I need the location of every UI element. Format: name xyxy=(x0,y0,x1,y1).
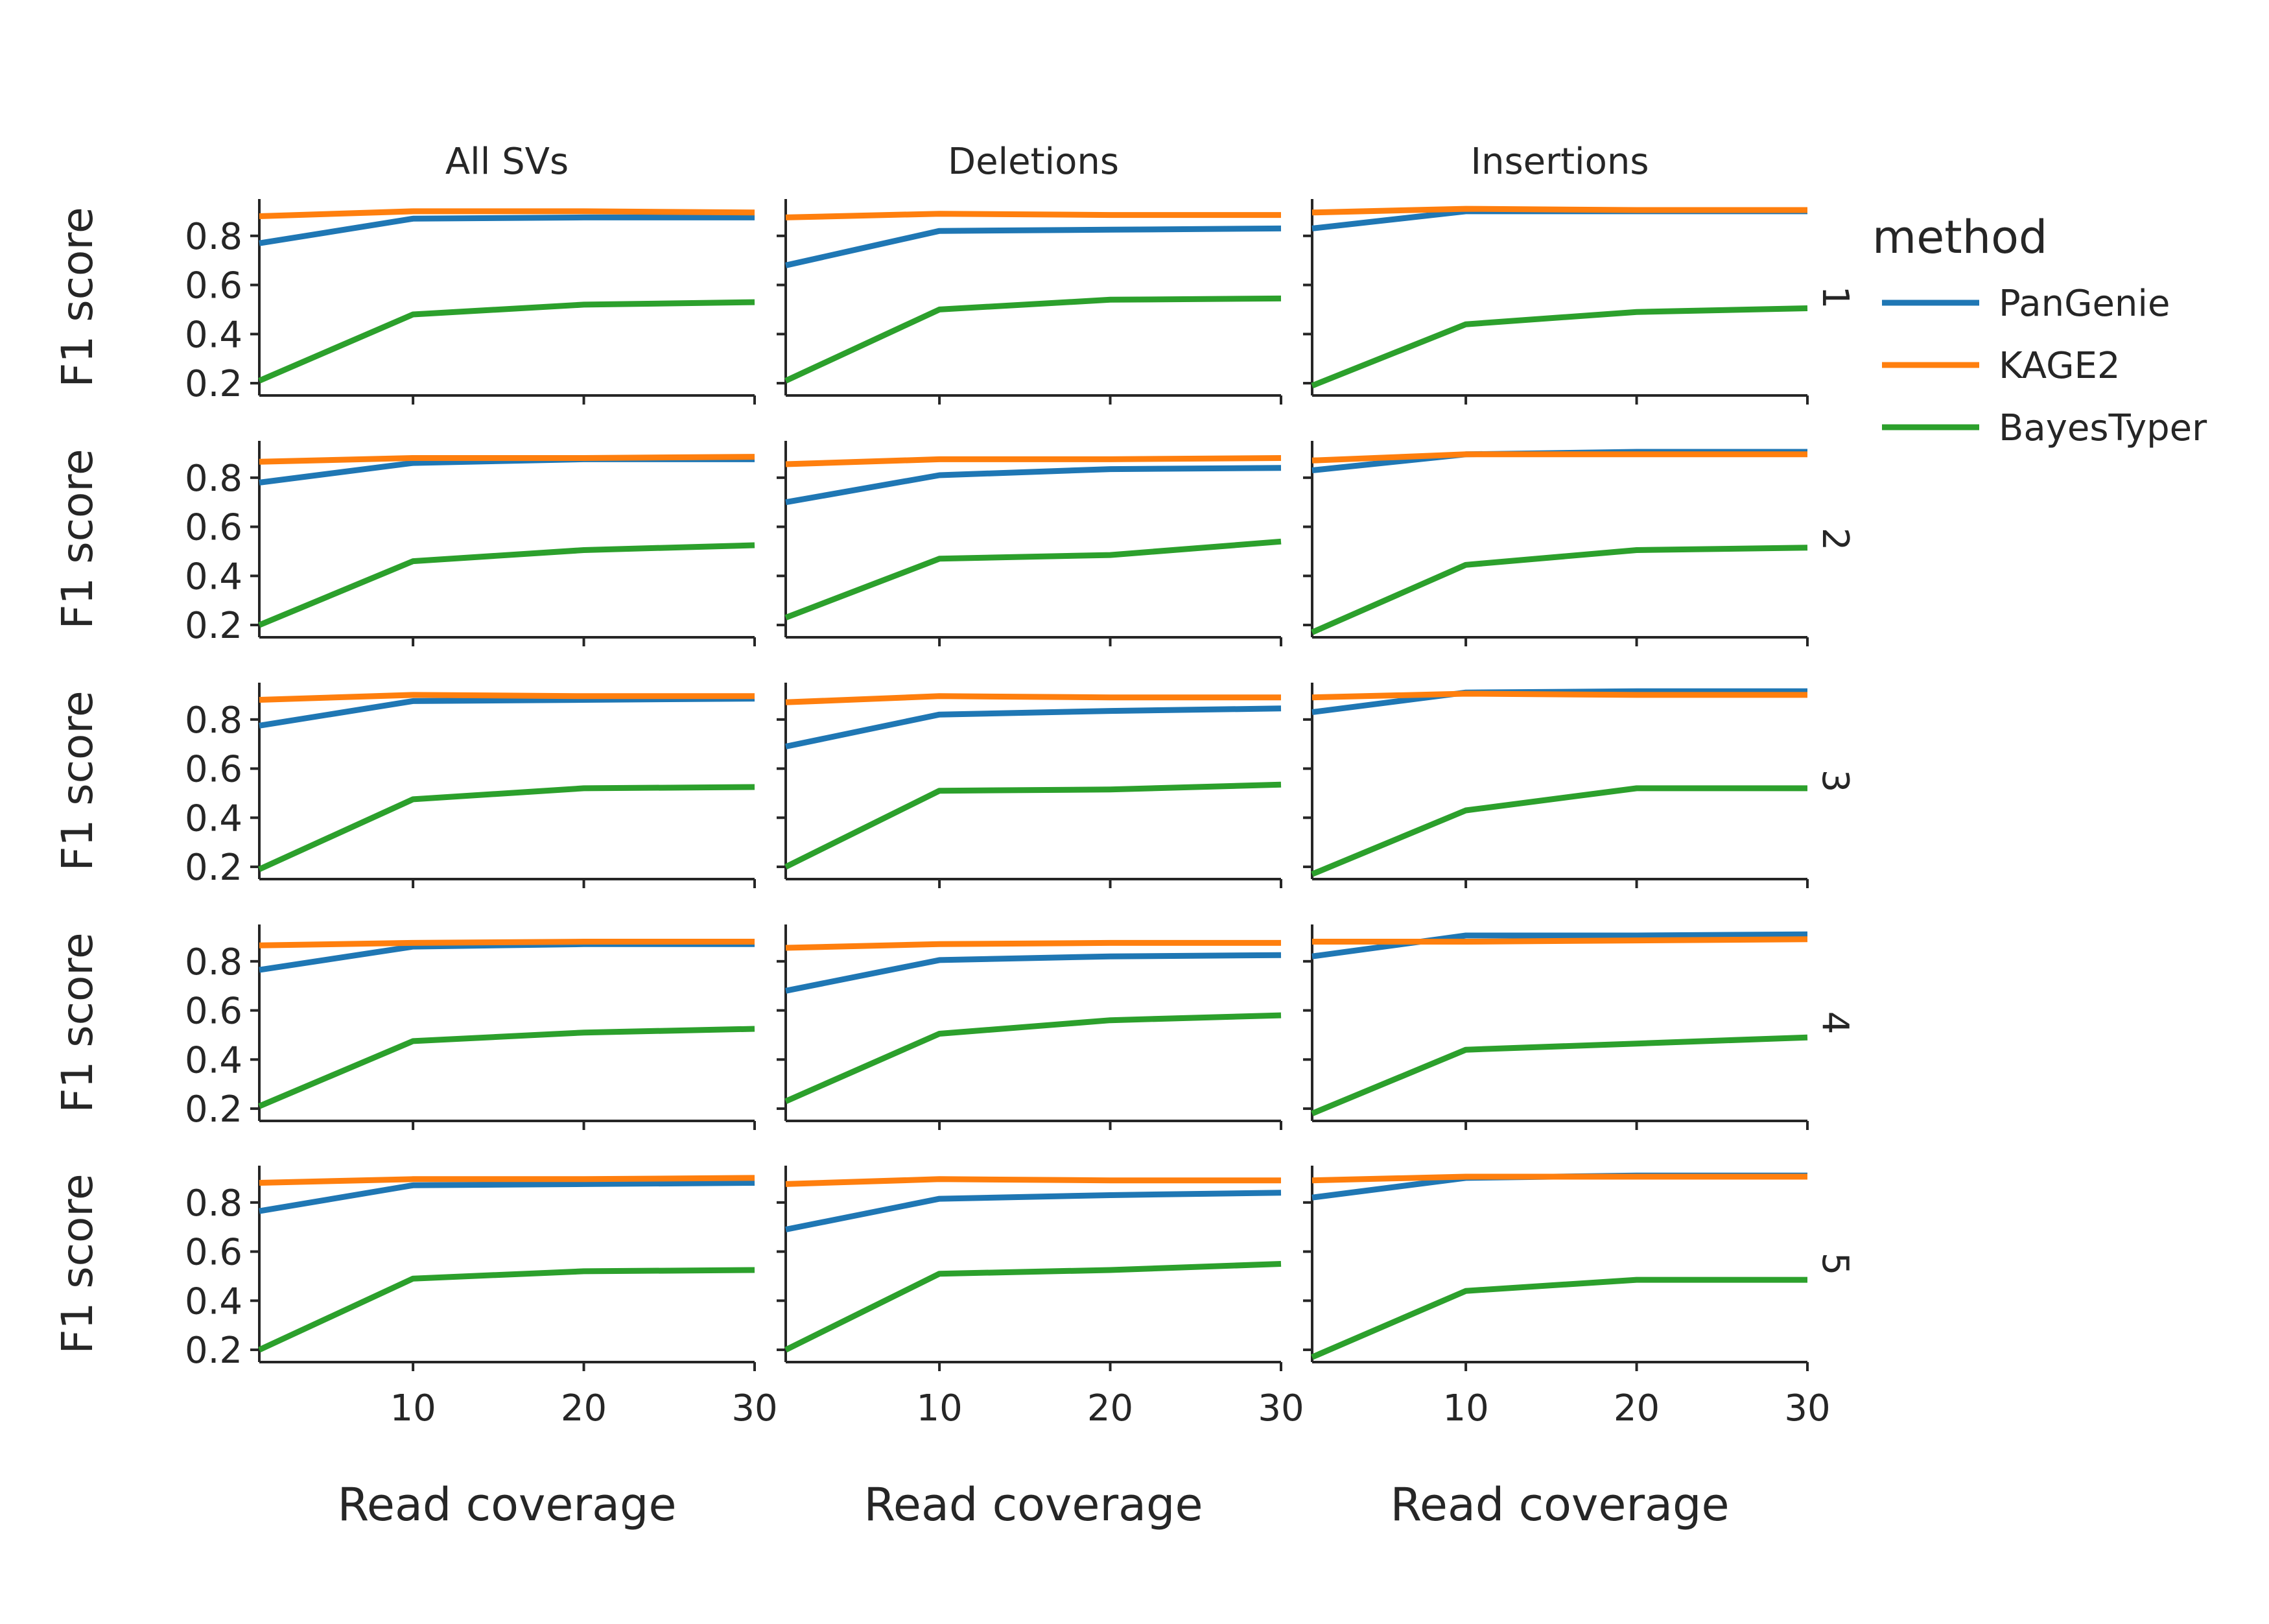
series-line-kage2 xyxy=(1311,451,1807,464)
y-tick-label: 0.8 xyxy=(185,216,242,258)
series-line-bayestyper xyxy=(784,781,1282,870)
y-axis-label: F1 score xyxy=(53,207,102,387)
y-axis-label: F1 score xyxy=(53,449,102,629)
series-line-pangenie xyxy=(785,952,1282,994)
legend-entry-label: PanGenie xyxy=(1999,283,2170,325)
series-line-bayestyper xyxy=(1311,785,1807,877)
row-label: 2 xyxy=(1814,528,1856,551)
y-tick-label: 0.8 xyxy=(185,941,242,983)
series-line-pangenie xyxy=(785,465,1282,506)
column-title: All SVs xyxy=(445,141,569,183)
x-tick-label: 30 xyxy=(1258,1387,1304,1430)
y-axis-label: F1 score xyxy=(53,690,102,871)
x-axis-label: Read coverage xyxy=(337,1478,676,1531)
series-line-bayestyper xyxy=(258,542,755,628)
series-line-kage2 xyxy=(785,693,1281,705)
y-tick-label: 0.8 xyxy=(185,458,242,500)
row-label: 5 xyxy=(1814,1253,1856,1276)
row-label: 3 xyxy=(1814,770,1856,793)
series-line-pangenie xyxy=(785,1190,1282,1232)
x-tick-label: 20 xyxy=(1614,1387,1660,1430)
series-line-bayestyper xyxy=(258,1026,755,1109)
series-line-pangenie xyxy=(259,214,755,246)
y-axis-label: F1 score xyxy=(53,1173,102,1354)
x-tick-label: 30 xyxy=(1784,1387,1830,1430)
y-tick-label: 0.6 xyxy=(185,265,242,307)
series-line-bayestyper xyxy=(784,295,1282,384)
y-tick-label: 0.6 xyxy=(185,1232,242,1274)
series-line-pangenie xyxy=(1311,931,1808,959)
y-tick-label: 0.6 xyxy=(185,749,242,791)
legend-entry-label: KAGE2 xyxy=(1999,345,2120,387)
y-tick-label: 0.2 xyxy=(185,363,242,405)
x-tick-label: 20 xyxy=(1087,1387,1133,1430)
y-tick-label: 0.4 xyxy=(185,1039,242,1081)
y-tick-label: 0.2 xyxy=(185,847,242,889)
series-line-bayestyper xyxy=(258,784,755,872)
series-line-bayestyper xyxy=(258,299,755,384)
x-tick-label: 20 xyxy=(561,1387,607,1430)
y-tick-label: 0.2 xyxy=(185,1089,242,1131)
y-axis-label: F1 score xyxy=(53,932,102,1112)
y-tick-label: 0.2 xyxy=(185,605,242,647)
series-line-kage2 xyxy=(785,211,1281,220)
x-tick-label: 10 xyxy=(390,1387,436,1430)
series-line-bayestyper xyxy=(784,1012,1282,1104)
series-line-kage2 xyxy=(785,1176,1281,1187)
series-line-kage2 xyxy=(1311,206,1807,216)
series-line-kage2 xyxy=(259,692,755,703)
x-axis-label: Read coverage xyxy=(864,1478,1203,1531)
series-line-bayestyper xyxy=(258,1267,755,1353)
series-line-bayestyper xyxy=(784,538,1282,620)
x-tick-label: 10 xyxy=(1442,1387,1488,1430)
series-line-kage2 xyxy=(1311,1173,1807,1184)
y-tick-label: 0.8 xyxy=(185,700,242,742)
series-line-bayestyper xyxy=(1311,1034,1808,1116)
series-line-kage2 xyxy=(1311,690,1807,701)
y-tick-label: 0.2 xyxy=(185,1330,242,1372)
x-tick-label: 30 xyxy=(731,1387,777,1430)
y-tick-label: 0.6 xyxy=(185,991,242,1033)
series-line-pangenie xyxy=(785,225,1282,268)
row-label: 1 xyxy=(1814,286,1856,309)
series-line-pangenie xyxy=(259,941,755,973)
series-line-pangenie xyxy=(259,696,755,729)
series-line-bayestyper xyxy=(784,1261,1282,1353)
series-line-bayestyper xyxy=(1311,545,1808,635)
series-line-pangenie xyxy=(259,1180,755,1214)
y-tick-label: 0.6 xyxy=(185,507,242,549)
x-tick-label: 10 xyxy=(916,1387,962,1430)
series-line-bayestyper xyxy=(1311,1277,1807,1360)
y-tick-label: 0.4 xyxy=(185,797,242,840)
series-line-kage2 xyxy=(785,455,1282,467)
series-line-pangenie xyxy=(785,705,1282,749)
series-line-pangenie xyxy=(1311,208,1807,231)
row-label: 4 xyxy=(1814,1011,1856,1035)
y-tick-label: 0.4 xyxy=(185,1280,242,1323)
series-line-kage2 xyxy=(259,454,755,465)
series-line-kage2 xyxy=(259,208,755,219)
series-line-kage2 xyxy=(259,1175,755,1186)
x-axis-label: Read coverage xyxy=(1390,1478,1729,1531)
legend-title: method xyxy=(1872,211,2047,264)
series-line-kage2 xyxy=(785,939,1281,951)
y-tick-label: 0.4 xyxy=(185,314,242,356)
column-title: Deletions xyxy=(948,141,1119,183)
y-tick-label: 0.8 xyxy=(185,1183,242,1225)
series-line-kage2 xyxy=(1312,936,1808,945)
column-title: Insertions xyxy=(1470,141,1649,183)
series-line-kage2 xyxy=(259,939,755,948)
y-tick-label: 0.4 xyxy=(185,556,242,598)
legend-entry-label: BayesTyper xyxy=(1999,407,2207,449)
series-line-bayestyper xyxy=(1311,305,1808,389)
